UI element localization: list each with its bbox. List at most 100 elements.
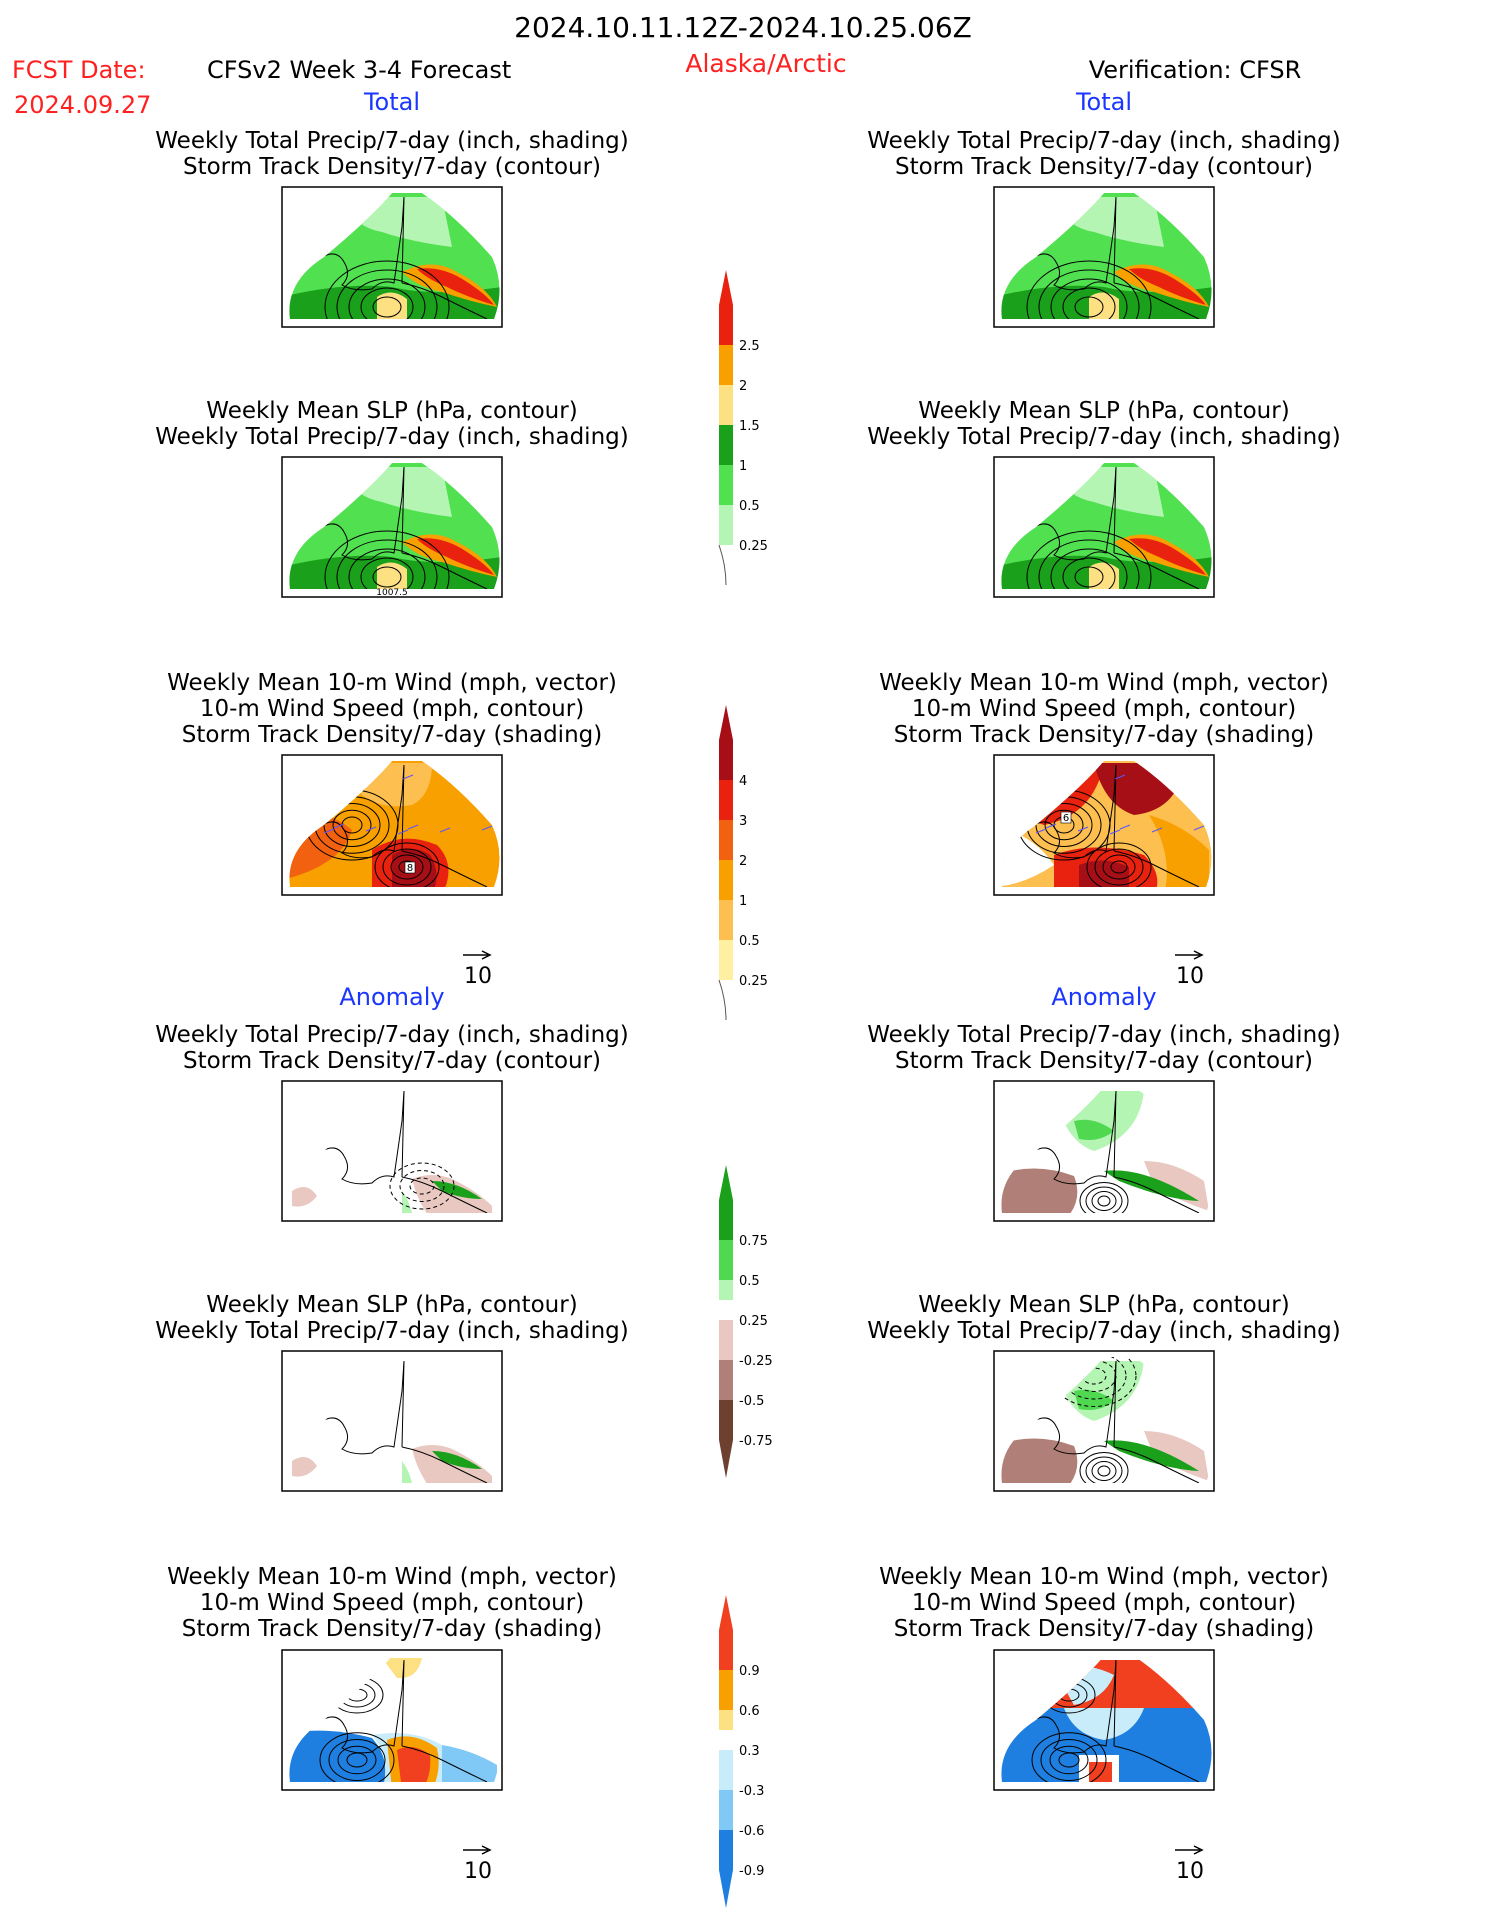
colorbar-segment [719, 1400, 733, 1440]
precip-anom-shading [1104, 1440, 1199, 1471]
storm-contour-label: 6 [1063, 813, 1069, 824]
coastline [401, 282, 488, 319]
colorbar-segment [719, 505, 733, 545]
wind-vector [481, 825, 493, 831]
panel-title-line: Storm Track Density/7-day (contour) [183, 1048, 601, 1074]
panel-title-line: Storm Track Density/7-day (contour) [895, 154, 1313, 180]
border-line [401, 1659, 405, 1747]
precip-anom-shading [1001, 1438, 1078, 1483]
coastline [321, 196, 405, 291]
coastline [1033, 1090, 1117, 1185]
wind-vector [402, 774, 414, 780]
coastline [401, 850, 488, 887]
contour-line [1049, 1745, 1089, 1775]
colorbar-tick-label: 0.25 [739, 974, 768, 989]
panel-title-line: Weekly Mean SLP (hPa, contour) [206, 1292, 577, 1318]
wind-vector [365, 826, 377, 832]
colorbar-tick-label: -0.9 [739, 1864, 764, 1879]
coastline [321, 1659, 405, 1754]
panel-frame [281, 1080, 503, 1222]
colorbar-precip_total: 2.5 2 1.5 1 0.5 0.25 [718, 270, 768, 586]
wind-vector [1035, 828, 1047, 834]
colorbar-tick-label: 0.5 [739, 499, 760, 514]
coastline [1113, 282, 1200, 319]
contour-line [360, 287, 414, 319]
panel-title-line: Weekly Total Precip/7-day (inch, shading… [867, 128, 1340, 154]
contour-line [1044, 809, 1084, 841]
storm-anom-shading [442, 1745, 497, 1782]
contour-line [382, 848, 432, 886]
contour-line [1040, 1739, 1098, 1781]
panel-title-line: Weekly Mean SLP (hPa, contour) [918, 398, 1289, 424]
panel-title-line: Storm Track Density/7-day (shading) [182, 722, 602, 748]
contour-line [332, 809, 372, 841]
precip-anom-shading [432, 1451, 482, 1469]
contour-line [1058, 1752, 1080, 1768]
section-total-right: Total [1075, 88, 1132, 116]
panel-frame [993, 754, 1215, 896]
colorbar-tick-label: 0.6 [739, 1704, 760, 1719]
coastline [321, 1090, 405, 1185]
colorbar-precip_anom: 0.75 0.5 0.25 -0.25 -0.5 -0.75 [719, 1165, 773, 1478]
verification-title: Verification: CFSR [1089, 56, 1302, 84]
border-line [1113, 466, 1117, 554]
contour-line [336, 539, 438, 589]
panel-title-line: Weekly Mean 10-m Wind (mph, vector) [879, 1564, 1329, 1590]
colorbar-cap [719, 1165, 733, 1200]
contour-line [1038, 269, 1140, 319]
storm-anom-shading [289, 1730, 386, 1782]
section-anomaly-right: Anomaly [1051, 983, 1156, 1011]
panel-title-line: Weekly Total Precip/7-day (inch, shading… [155, 424, 628, 450]
contour-line [372, 296, 402, 318]
panel-title-line: Weekly Total Precip/7-day (inch, shading… [867, 1022, 1340, 1048]
contour-line [328, 1739, 386, 1781]
contour-line [1091, 1191, 1117, 1211]
contour-line [1086, 842, 1152, 887]
map-panel [281, 1080, 503, 1222]
border-line [1113, 196, 1117, 284]
vector-reference-label: 10 [464, 1859, 492, 1884]
panel-title-line: Storm Track Density/7-day (shading) [894, 1616, 1314, 1642]
map-panel [281, 1649, 503, 1791]
vector-reference-total-right: 10 [1175, 950, 1204, 989]
coastline [1113, 1745, 1200, 1782]
precip-shading [1129, 268, 1206, 305]
coastline [321, 1360, 405, 1455]
border-line [1113, 1659, 1117, 1747]
border-line [401, 196, 405, 284]
colorbar-tick-label: 0.5 [739, 934, 760, 949]
colorbar-segment [719, 1360, 733, 1400]
colorbar-segment [719, 940, 733, 980]
panel-title-line: Weekly Total Precip/7-day (inch, shading… [867, 424, 1340, 450]
panel-title-line: Weekly Total Precip/7-day (inch, shading… [155, 1318, 628, 1344]
panel-title-line: Weekly Mean SLP (hPa, contour) [206, 398, 577, 424]
panel-title-line: Storm Track Density/7-day (shading) [182, 1616, 602, 1642]
panel-title-line: Weekly Total Precip/7-day (inch, shading… [155, 1022, 628, 1048]
colorbar-neutral-gap [719, 1730, 733, 1750]
fcst-date: 2024.09.27 [14, 91, 151, 119]
coastline [1113, 1446, 1200, 1483]
region-title: Alaska/Arctic [685, 49, 846, 78]
coastline [1033, 196, 1117, 291]
panel-title-line: 10-m Wind Speed (mph, contour) [200, 696, 584, 722]
contour-line [374, 842, 440, 887]
panel-frame [993, 456, 1215, 598]
contour-line [346, 1752, 368, 1768]
panel-title-line: Weekly Mean 10-m Wind (mph, vector) [167, 1564, 617, 1590]
panel-title-line: Weekly Mean 10-m Wind (mph, vector) [167, 670, 617, 696]
precip-shading [1089, 562, 1119, 589]
contour-line [1026, 530, 1152, 589]
colorbar-tick-label: -0.25 [739, 1354, 773, 1369]
contour-label-box [404, 861, 416, 874]
fcst-date-label: FCST Date: [12, 56, 146, 84]
model-title: CFSv2 Week 3-4 Forecast [207, 56, 511, 84]
panel-title-line: Storm Track Density/7-day (shading) [894, 722, 1314, 748]
colorbar-segment [719, 305, 733, 345]
border-line [1113, 1090, 1117, 1178]
colorbar-segment [719, 1630, 733, 1670]
border-line [401, 466, 405, 554]
colorbar-segment [719, 1200, 733, 1240]
colorbar-tick-label: 0.25 [739, 1314, 768, 1329]
contour-line [324, 260, 450, 319]
